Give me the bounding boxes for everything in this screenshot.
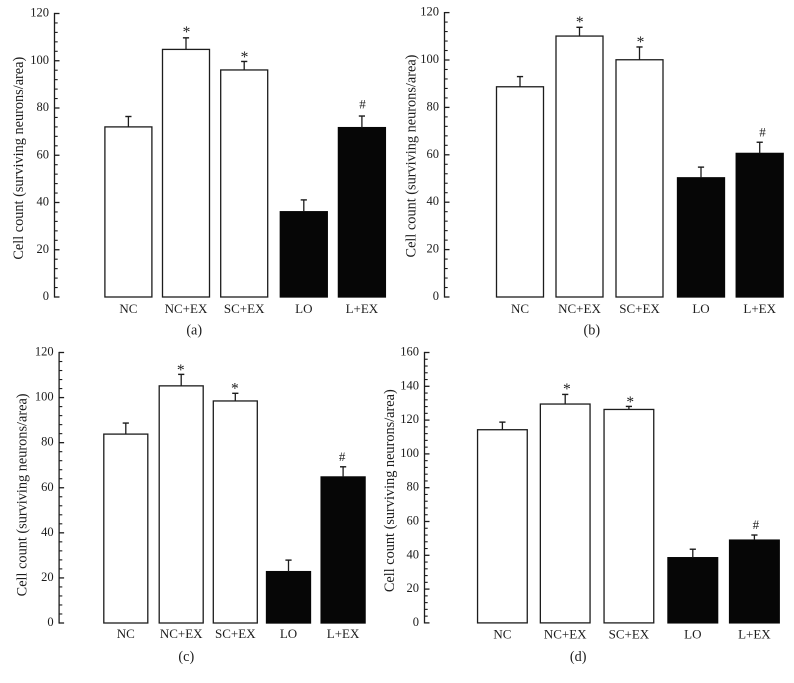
svg-text:LO: LO <box>692 301 709 316</box>
svg-text:20: 20 <box>41 570 54 584</box>
svg-text:L+EX: L+EX <box>346 301 379 316</box>
svg-text:L+EX: L+EX <box>743 301 776 316</box>
svg-text:120: 120 <box>30 6 49 20</box>
svg-text:NC+EX: NC+EX <box>544 627 587 642</box>
svg-text:0: 0 <box>433 289 439 303</box>
svg-text:NC+EX: NC+EX <box>165 301 208 316</box>
svg-text:160: 160 <box>400 345 419 359</box>
svg-text:*: * <box>177 362 185 379</box>
svg-text:100: 100 <box>30 53 49 67</box>
svg-text:(a): (a) <box>186 323 202 339</box>
svg-text:*: * <box>576 14 584 31</box>
svg-text:LO: LO <box>280 626 297 641</box>
svg-text:0: 0 <box>43 289 49 303</box>
svg-text:L+EX: L+EX <box>327 626 360 641</box>
svg-text:*: * <box>241 49 249 66</box>
svg-text:20: 20 <box>37 242 50 256</box>
svg-text:80: 80 <box>407 480 420 494</box>
svg-text:SC+EX: SC+EX <box>619 301 660 316</box>
svg-text:60: 60 <box>407 514 420 528</box>
svg-text:80: 80 <box>41 435 54 449</box>
svg-text:(c): (c) <box>178 649 194 665</box>
svg-text:*: * <box>563 381 571 398</box>
svg-text:100: 100 <box>35 390 54 404</box>
svg-text:*: * <box>637 34 645 51</box>
svg-text:140: 140 <box>400 378 419 392</box>
svg-text:#: # <box>359 97 366 112</box>
svg-text:NC: NC <box>493 627 511 642</box>
svg-text:Cell count (surviving neurons/: Cell count (surviving neurons/area) <box>11 57 27 260</box>
svg-text:*: * <box>626 394 634 411</box>
svg-text:(b): (b) <box>584 323 601 339</box>
svg-text:40: 40 <box>37 195 50 209</box>
svg-text:SC+EX: SC+EX <box>609 627 650 642</box>
svg-text:120: 120 <box>35 345 54 359</box>
svg-text:#: # <box>759 125 766 140</box>
svg-text:*: * <box>231 381 239 398</box>
svg-text:120: 120 <box>420 5 439 19</box>
svg-text:(d): (d) <box>570 649 587 665</box>
svg-text:0: 0 <box>47 615 53 629</box>
svg-text:SC+EX: SC+EX <box>224 301 265 316</box>
svg-text:Cell count (surviving neurons/: Cell count (surviving neurons/area) <box>14 393 30 596</box>
svg-text:LO: LO <box>295 301 312 316</box>
svg-text:120: 120 <box>400 412 419 426</box>
svg-text:0: 0 <box>413 615 419 629</box>
svg-text:Cell count (surviving neurons/: Cell count (surviving neurons/area) <box>404 54 420 257</box>
svg-text:NC: NC <box>119 301 137 316</box>
svg-text:60: 60 <box>41 480 54 494</box>
svg-text:NC+EX: NC+EX <box>160 626 203 641</box>
svg-text:40: 40 <box>407 547 420 561</box>
svg-text:80: 80 <box>37 100 50 114</box>
svg-text:100: 100 <box>420 52 439 66</box>
svg-text:LO: LO <box>684 627 701 642</box>
svg-text:SC+EX: SC+EX <box>215 626 256 641</box>
svg-text:Cell count (surviving neurons/: Cell count (surviving neurons/area) <box>382 389 398 592</box>
svg-text:NC+EX: NC+EX <box>558 301 601 316</box>
svg-text:40: 40 <box>41 525 54 539</box>
svg-text:60: 60 <box>427 147 440 161</box>
svg-text:40: 40 <box>427 194 440 208</box>
svg-text:60: 60 <box>37 147 50 161</box>
svg-text:80: 80 <box>427 99 440 113</box>
svg-text:100: 100 <box>400 446 419 460</box>
svg-text:20: 20 <box>407 581 420 595</box>
svg-text:L+EX: L+EX <box>738 627 771 642</box>
svg-text:NC: NC <box>511 301 529 316</box>
svg-text:20: 20 <box>427 242 440 256</box>
svg-text:*: * <box>183 24 191 41</box>
svg-text:#: # <box>753 517 760 532</box>
svg-text:NC: NC <box>117 626 135 641</box>
svg-text:#: # <box>339 449 346 464</box>
